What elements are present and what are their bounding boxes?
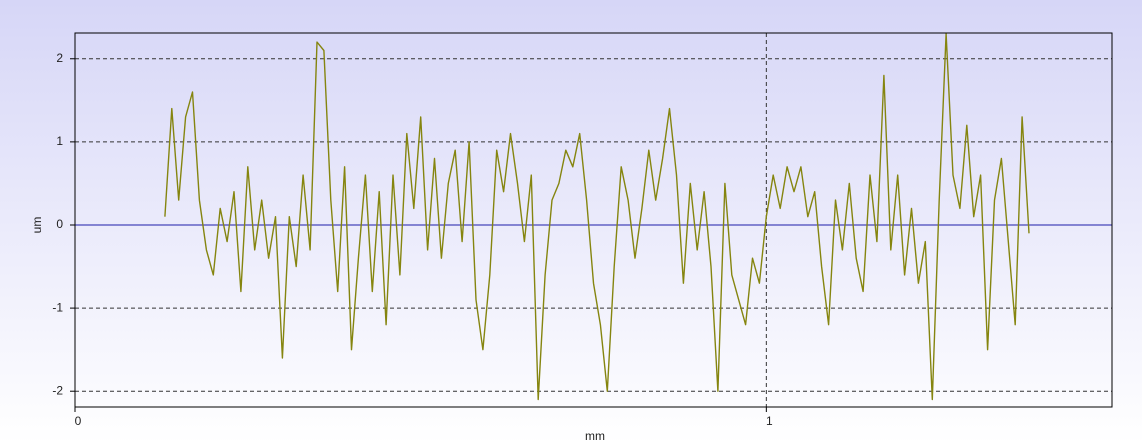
y-tick-label: 1 <box>56 134 63 148</box>
profile-line <box>164 33 1030 401</box>
y-tick-label: -2 <box>52 383 63 397</box>
x-axis-label: mm <box>585 429 605 443</box>
x-tick-label: 1 <box>766 414 773 428</box>
x-tick-label: 0 <box>75 414 82 428</box>
y-tick-label: 2 <box>56 51 63 65</box>
y-axis-label: um <box>30 217 44 234</box>
y-tick-label: -1 <box>52 300 63 314</box>
y-tick-label: 0 <box>56 217 63 231</box>
plot-frame <box>74 32 1113 408</box>
